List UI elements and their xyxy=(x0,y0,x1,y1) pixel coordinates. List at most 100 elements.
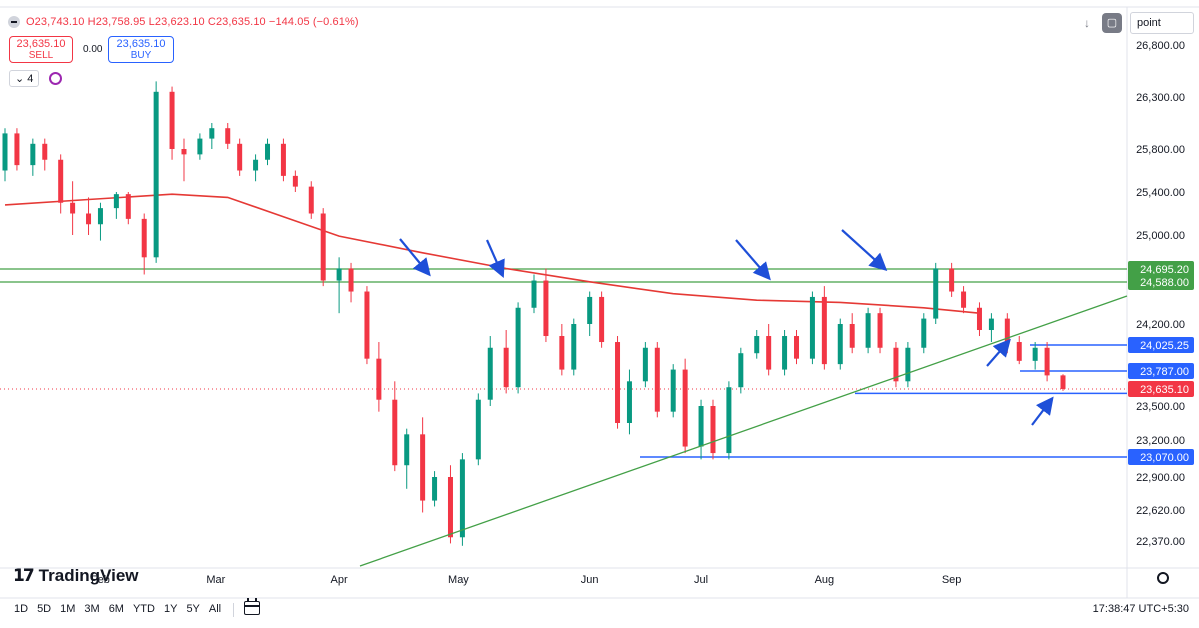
y-tick-label: 23,500.00 xyxy=(1136,401,1185,413)
candle xyxy=(237,138,243,176)
candle xyxy=(265,138,271,166)
collapse-icon[interactable] xyxy=(8,16,20,28)
candle xyxy=(921,313,927,354)
range-button-1m[interactable]: 1M xyxy=(60,603,76,615)
download-arrow-icon[interactable]: ↓ xyxy=(1084,16,1090,30)
candle xyxy=(432,471,438,507)
candle-body xyxy=(2,133,8,171)
price-label-box xyxy=(1128,363,1194,379)
candle xyxy=(153,81,159,263)
indicator-toggle[interactable]: ⌄ 4 xyxy=(9,70,40,87)
price-axis: 26,800.00 26,300.00 25,800.00 25,400.00 25,0… xyxy=(1136,40,1185,548)
candle-body xyxy=(265,143,271,160)
candle-body xyxy=(961,291,967,308)
candle-body xyxy=(794,336,800,359)
candle xyxy=(698,399,704,460)
candle-body xyxy=(392,399,398,466)
annotation-arrow xyxy=(1031,396,1054,426)
scale-select[interactable]: point xyxy=(1130,12,1194,34)
ohlc-legend: O23,743.10 H23,758.95 L23,623.10 C23,635… xyxy=(8,12,359,32)
candle xyxy=(420,417,426,513)
candle xyxy=(348,262,354,303)
indicator-row: ⌄ 4 xyxy=(9,70,63,87)
x-tick-label: Sep xyxy=(942,574,962,586)
candle-body xyxy=(1044,347,1050,376)
annotation-arrow xyxy=(735,239,771,281)
time-axis: Feb Mar Apr May Jun Jul Aug Sep xyxy=(91,574,961,586)
y-tick-label: 22,370.00 xyxy=(1136,536,1185,548)
settings-gear-icon[interactable] xyxy=(1157,572,1169,584)
candle xyxy=(58,154,64,214)
candle-body xyxy=(459,459,465,538)
screenshot-icon[interactable]: ▢ xyxy=(1102,13,1122,33)
candle-body xyxy=(181,149,187,155)
range-button-ytd[interactable]: YTD xyxy=(132,603,155,615)
candle-body xyxy=(503,347,509,388)
candle xyxy=(292,170,298,192)
candle xyxy=(97,202,103,241)
candle xyxy=(682,358,688,454)
candle-body xyxy=(782,336,788,370)
annotation-arrows xyxy=(399,229,1054,426)
candle xyxy=(821,286,827,370)
candle xyxy=(865,307,871,354)
candle-body xyxy=(849,324,855,348)
candle xyxy=(113,192,119,219)
candle xyxy=(531,274,537,314)
refresh-icon[interactable] xyxy=(49,72,63,85)
range-button-5y[interactable]: 5Y xyxy=(186,603,200,615)
buy-button[interactable]: 23,635.10 BUY xyxy=(108,36,174,63)
candle xyxy=(280,138,286,182)
candle-body xyxy=(726,387,732,454)
sell-button[interactable]: 23,635.10 SELL xyxy=(9,36,73,63)
candle-body xyxy=(475,399,481,460)
sell-label: SELL xyxy=(28,50,54,61)
price-label-text: 24,588.00 xyxy=(1140,277,1189,289)
candle xyxy=(626,369,632,435)
candle xyxy=(141,213,147,275)
candle-body xyxy=(837,324,843,365)
range-button-5d[interactable]: 5D xyxy=(37,603,52,615)
candle-body xyxy=(1016,342,1022,361)
candle-body xyxy=(97,208,103,225)
candle-body xyxy=(559,336,565,370)
range-button-6m[interactable]: 6M xyxy=(108,603,124,615)
range-button-1d[interactable]: 1D xyxy=(14,603,29,615)
x-tick-label: Apr xyxy=(331,574,348,586)
candle-body xyxy=(1032,347,1038,361)
x-tick-label: Jun xyxy=(581,574,599,586)
y-tick-label: 22,900.00 xyxy=(1136,472,1185,484)
range-button-3m[interactable]: 3M xyxy=(84,603,100,615)
candle-body xyxy=(988,318,994,331)
price-label-support: 23,787.00 xyxy=(1128,363,1194,379)
candle xyxy=(642,342,648,388)
candle xyxy=(320,208,326,287)
candle-body xyxy=(225,128,231,144)
price-label-resistance: 24,695.20 xyxy=(1128,261,1194,277)
candle xyxy=(710,399,716,460)
candle-body xyxy=(336,268,342,281)
candle xyxy=(905,342,911,388)
candle-body xyxy=(58,159,64,203)
candle xyxy=(571,318,577,376)
price-label-text: 24,695.20 xyxy=(1140,264,1189,276)
candle xyxy=(1044,342,1050,382)
candle-body xyxy=(308,186,314,214)
annotation-arrow xyxy=(399,238,431,277)
candle xyxy=(766,324,772,376)
y-tick-label: 24,200.00 xyxy=(1136,319,1185,331)
candle xyxy=(877,307,883,354)
candle-body xyxy=(738,353,744,388)
price-label-box xyxy=(1128,261,1194,277)
candle-body xyxy=(280,143,286,176)
candle-body xyxy=(571,324,577,370)
calendar-icon[interactable] xyxy=(244,598,260,615)
range-button-all[interactable]: All xyxy=(208,603,222,615)
candle-body xyxy=(642,347,648,382)
divider xyxy=(233,603,234,617)
candle-body xyxy=(543,280,549,337)
price-label-text: 23,635.10 xyxy=(1140,384,1189,396)
range-button-1y[interactable]: 1Y xyxy=(163,603,178,615)
candle xyxy=(726,381,732,460)
